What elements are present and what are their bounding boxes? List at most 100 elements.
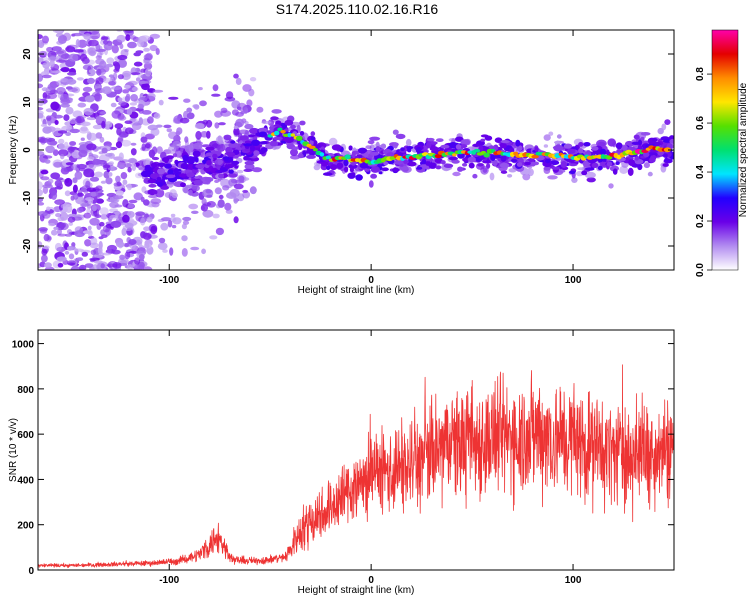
spectrogram-cell — [436, 138, 444, 143]
spectrogram-cell — [99, 51, 104, 55]
spectrogram-cell — [51, 229, 58, 236]
spectrogram-ridge-cell — [663, 147, 672, 153]
spectrogram-cell — [205, 146, 215, 151]
spectrogram-cell — [108, 161, 115, 166]
spectrogram-cell — [98, 68, 106, 75]
spectrogram-cell — [141, 110, 152, 115]
spectrogram-cell — [125, 34, 131, 41]
spectrogram-cell — [88, 160, 95, 168]
spectrogram-cell — [482, 167, 488, 173]
spectrogram-cell — [435, 165, 442, 170]
spectrogram-cell — [54, 177, 64, 181]
spectrogram-ridge-cell — [434, 154, 442, 159]
spectrogram-cell — [52, 127, 63, 137]
spectrogram-cell — [87, 39, 99, 47]
spectrogram-cell — [81, 251, 89, 257]
spectrogram-cell — [126, 108, 133, 116]
spectrogram-cell — [131, 162, 137, 171]
y-tick-label: 1000 — [12, 340, 35, 351]
spectrogram-cell — [440, 144, 450, 149]
spectrogram-cell — [378, 171, 383, 175]
spectrogram-cell — [115, 190, 124, 196]
spectrogram-cell — [233, 125, 239, 130]
spectrogram-cell — [90, 249, 97, 255]
spectrogram-cell — [222, 156, 230, 161]
spectrogram-cell — [80, 187, 87, 192]
spectrogram-cell — [310, 136, 315, 141]
spectrogram-cell — [100, 213, 108, 220]
spectrogram-cell — [152, 190, 158, 195]
spectrogram-cell — [183, 187, 189, 194]
spectrogram-cell — [347, 172, 356, 179]
spectrogram-cell — [429, 141, 438, 145]
colorbar-tick-label: 0.8 — [695, 67, 706, 81]
spectrogram-cell — [150, 225, 158, 235]
spectrogram-ridge-cell — [483, 152, 490, 158]
spectrogram-cell — [309, 139, 314, 146]
spectrogram-cell — [206, 194, 213, 198]
spectrogram-cell — [40, 169, 49, 175]
spectrogram-cell — [82, 86, 93, 93]
spectrogram-cell — [201, 144, 211, 148]
spectrogram-cell — [71, 33, 76, 37]
spectrogram-cell — [215, 227, 224, 236]
spectrogram-cell — [524, 161, 531, 166]
spectrogram-cell — [509, 147, 515, 153]
spectrogram-cell — [214, 187, 222, 195]
spectrogram-cell — [612, 168, 618, 175]
spectrogram-cell — [65, 106, 74, 115]
spectrogram-x-ticks: -100 0 100 — [159, 30, 582, 286]
spectrogram-cell — [225, 146, 233, 154]
snr-y-axis-label: SNR (10 * v/v) — [8, 418, 19, 482]
spectrogram-cell — [591, 162, 599, 168]
spectrogram-cell — [640, 136, 645, 141]
spectrogram-cell — [47, 56, 58, 62]
spectrogram-cell — [83, 230, 92, 235]
spectrogram-cell — [654, 141, 661, 147]
spectrogram-cell — [343, 159, 349, 167]
spectrogram-cell — [582, 160, 590, 168]
spectrogram-cell — [147, 116, 154, 124]
spectrogram-cell — [124, 127, 134, 135]
spectrogram-cell — [60, 203, 69, 209]
spectrogram-cell — [70, 265, 81, 270]
spectrogram-cell — [188, 189, 193, 196]
spectrogram-cell — [44, 159, 51, 164]
spectrogram-cell — [260, 147, 268, 153]
spectrogram-cell — [100, 263, 105, 269]
spectrogram-cell — [103, 39, 108, 45]
spectrogram-cell — [57, 216, 65, 222]
spectrogram-cell — [53, 226, 59, 230]
spectrogram-cell — [99, 136, 105, 143]
spectrogram-cell — [191, 210, 199, 214]
spectrogram-cell — [41, 74, 52, 79]
spectrogram-cell — [380, 143, 387, 149]
spectrogram-cell — [365, 145, 372, 150]
spectrogram-cell — [53, 161, 63, 168]
spectrogram-cell — [116, 164, 127, 168]
spectrogram-cell — [549, 160, 560, 166]
spectrogram-cell — [127, 203, 135, 209]
colorbar-tick-label: 0.6 — [695, 116, 706, 130]
spectrogram-cell — [299, 131, 305, 136]
spectrogram-cell — [233, 127, 240, 136]
spectrogram-ridge-cell — [312, 148, 318, 152]
spectrogram-cell — [662, 163, 669, 167]
spectrogram-cell — [448, 156, 459, 161]
spectrogram-cell — [51, 70, 62, 74]
spectrogram-cell — [179, 173, 187, 178]
spectrogram-cell — [152, 89, 164, 93]
spectrogram-cell — [331, 144, 342, 151]
spectrogram-cell — [157, 242, 168, 250]
spectrogram-cell — [238, 129, 249, 135]
spectrogram-cell — [358, 148, 367, 154]
spectrogram-cell — [122, 214, 130, 223]
spectrogram-cell — [640, 157, 650, 162]
spectrogram-cell — [510, 158, 518, 163]
spectrogram-cell — [214, 110, 223, 118]
spectrogram-cell — [230, 140, 236, 144]
spectrogram-cell — [489, 172, 495, 181]
spectrogram-cell — [200, 203, 209, 212]
spectrogram-cell — [38, 100, 44, 107]
snr-panel: -100 0 100 0 200 400 600 800 1000 Height of str… — [8, 329, 675, 596]
